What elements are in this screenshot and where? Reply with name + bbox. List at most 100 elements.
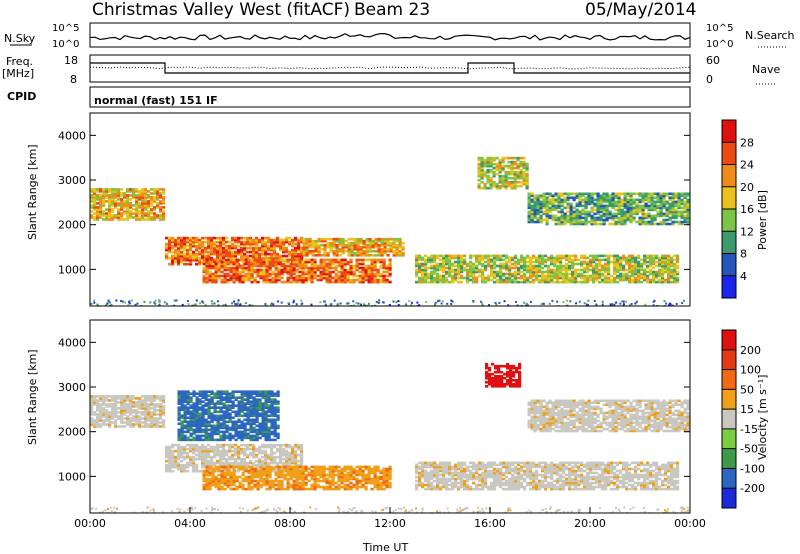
echo-cell (347, 249, 351, 253)
echo-cell (165, 236, 169, 240)
echo-cell (208, 272, 212, 276)
echo-cell (640, 262, 644, 266)
echo-cell (325, 268, 329, 272)
echo-cell (460, 274, 464, 278)
echo-cell (392, 239, 396, 243)
echo-cell (565, 272, 569, 276)
echo-cell (305, 243, 309, 247)
echo-cell (353, 237, 357, 241)
echo-cell (613, 303, 616, 306)
echo-cell (371, 239, 375, 243)
echo-cell (114, 206, 118, 209)
echo-cell (144, 425, 148, 428)
echo-cell (165, 459, 169, 463)
echo-cell (279, 238, 283, 242)
echo-cell (301, 274, 305, 278)
echo-cell (276, 443, 280, 447)
echo-cell (301, 473, 305, 477)
echo-cell (232, 479, 236, 483)
echo-cell (434, 301, 437, 304)
echo-cell (338, 249, 342, 253)
echo-cell (501, 176, 505, 180)
echo-cell (569, 300, 572, 303)
echo-cell (536, 206, 540, 210)
echo-cell (388, 266, 392, 270)
echo-cell (291, 453, 295, 457)
echo-cell (93, 301, 96, 304)
echo-cell (247, 258, 251, 262)
echo-cell (232, 260, 236, 264)
echo-cell (571, 276, 575, 280)
echo-cell (292, 467, 296, 471)
echo-cell (201, 240, 205, 244)
echo-cell (180, 449, 184, 453)
echo-cell (310, 483, 314, 487)
echo-cell (256, 262, 260, 266)
echo-cell (246, 443, 250, 447)
echo-cell (623, 220, 627, 224)
echo-cell (331, 262, 335, 266)
echo-cell (229, 465, 233, 469)
echo-cell (277, 300, 280, 303)
echo-cell (532, 280, 536, 284)
echo-cell (353, 239, 357, 243)
echo-cell (382, 280, 386, 284)
echo-cell (292, 266, 296, 270)
echo-cell (219, 463, 223, 467)
echo-cell (256, 260, 260, 264)
echo-cell (286, 268, 290, 272)
echo-cell (504, 176, 508, 180)
echo-cell (523, 272, 527, 276)
echo-cell (186, 262, 190, 266)
echo-cell (222, 457, 226, 461)
echo-cell (659, 222, 663, 226)
echo-cell (301, 467, 305, 471)
echo-cell (599, 206, 603, 210)
echo-cell (349, 266, 353, 270)
echo-cell (117, 188, 121, 191)
echo-cell (553, 276, 557, 280)
echo-cell (168, 262, 172, 266)
echo-cell (153, 403, 157, 406)
echo-cell (214, 258, 218, 262)
echo-cell (671, 220, 675, 224)
echo-cell (311, 245, 315, 249)
echo-cell (382, 276, 386, 280)
echo-cell (671, 214, 675, 218)
echo-cell (117, 397, 121, 400)
echo-cell (504, 186, 508, 190)
echo-cell (601, 264, 605, 268)
echo-cell (292, 299, 295, 302)
echo-cell (111, 218, 115, 221)
echo-cell (241, 268, 245, 272)
echo-cell (469, 254, 473, 258)
echo-cell (620, 192, 624, 196)
colorbar-swatch (722, 231, 736, 254)
echo-cell (542, 194, 546, 198)
echo-cell (516, 158, 520, 162)
echo-cell (626, 210, 630, 214)
echo-cell (229, 274, 233, 278)
echo-cell (300, 240, 304, 244)
echo-cell (282, 457, 286, 461)
echo-cell (225, 254, 229, 258)
echo-cell (147, 194, 151, 197)
echo-cell (483, 186, 487, 190)
echo-cell (484, 278, 488, 282)
echo-cell (270, 238, 274, 242)
echo-cell (605, 208, 609, 212)
echo-cell (650, 208, 654, 212)
echo-cell (359, 249, 363, 253)
echo-cell (430, 278, 434, 282)
echo-cell (156, 397, 160, 400)
echo-cell (204, 236, 208, 240)
echo-cell (115, 299, 118, 302)
echo-cell (563, 212, 567, 216)
echo-cell (247, 272, 251, 276)
echo-cell (665, 192, 669, 196)
echo-cell (241, 276, 245, 280)
echo-cell (568, 260, 572, 264)
echo-cell (665, 208, 669, 212)
echo-cell (114, 413, 118, 416)
echo-cell (93, 397, 97, 400)
